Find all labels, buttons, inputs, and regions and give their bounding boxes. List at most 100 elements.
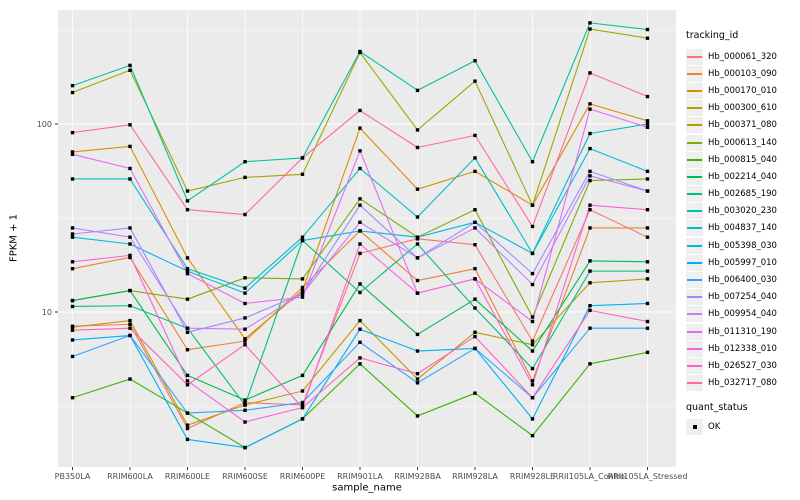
data-point	[358, 327, 362, 331]
data-point	[588, 27, 592, 31]
data-point	[588, 131, 592, 136]
data-point	[645, 125, 650, 130]
data-point	[588, 304, 592, 308]
data-point	[185, 189, 190, 193]
data-point	[128, 322, 132, 327]
data-point	[358, 203, 362, 207]
data-point	[473, 226, 477, 230]
data-point	[530, 251, 535, 256]
legend-key-swatch	[686, 82, 703, 99]
data-point	[300, 288, 305, 293]
data-point	[243, 212, 247, 217]
data-point	[70, 152, 75, 156]
data-point	[473, 133, 477, 138]
square-marker-icon	[692, 425, 697, 430]
legend-item-Hb_026527_030: Hb_026527_030	[686, 357, 798, 374]
data-point	[645, 269, 650, 273]
data-point	[70, 226, 75, 230]
legend-key-swatch	[686, 289, 703, 306]
x-tick-label: RRIM928LA	[452, 472, 498, 481]
data-point	[128, 288, 132, 293]
data-point	[358, 126, 362, 130]
data-point	[588, 174, 592, 178]
data-point	[243, 175, 247, 180]
data-point	[645, 350, 650, 355]
data-point	[70, 266, 75, 271]
legend-item-Hb_011310_190: Hb_011310_190	[686, 323, 798, 340]
data-point	[530, 366, 535, 371]
data-point	[415, 291, 420, 295]
legend-item-quant-status: OK	[686, 419, 798, 436]
legend-line-icon	[687, 261, 702, 264]
data-point	[358, 251, 362, 256]
data-point	[588, 71, 592, 75]
legend-item-Hb_000103_090: Hb_000103_090	[686, 65, 798, 82]
data-point	[185, 348, 190, 352]
data-point	[128, 253, 132, 258]
legend-item-label: Hb_004837_140	[708, 223, 777, 234]
data-point	[473, 208, 477, 212]
data-point	[588, 203, 592, 207]
legend: tracking_id Hb_000061_320 Hb_000103_090 Hb…	[686, 30, 798, 436]
data-point	[645, 208, 650, 212]
legend-item-label: Hb_032717_080	[708, 378, 777, 389]
data-point	[415, 235, 420, 239]
data-point	[473, 334, 477, 339]
legend-line-icon	[687, 313, 702, 316]
legend-line-icon	[687, 364, 702, 367]
data-point	[70, 354, 75, 359]
x-tick-label: RRII105LA_Stressed	[608, 472, 688, 481]
data-point	[70, 298, 75, 303]
data-point	[128, 255, 132, 260]
legend-key-swatch	[686, 100, 703, 117]
data-point	[185, 269, 190, 273]
data-point	[185, 256, 190, 260]
data-point	[588, 102, 592, 106]
x-tick-label: RRII105LA_Control	[553, 472, 627, 481]
legend-line-icon	[687, 279, 702, 282]
legend-item-label: Hb_000613_140	[708, 137, 777, 148]
data-point	[530, 349, 535, 353]
data-point	[128, 318, 132, 323]
x-tick-label: RRIM928BA	[394, 472, 441, 481]
legend-line-icon	[687, 175, 702, 178]
data-point	[70, 328, 75, 332]
data-point	[300, 292, 305, 296]
legend-line-icon	[687, 72, 702, 75]
data-point	[530, 315, 535, 319]
data-point	[415, 278, 420, 283]
data-point	[243, 420, 247, 424]
legend-item-label: Hb_002685_190	[708, 189, 777, 200]
data-point	[300, 285, 305, 290]
data-point	[645, 119, 650, 123]
data-point	[358, 340, 362, 344]
legend-key-swatch	[686, 254, 703, 271]
data-point	[645, 189, 650, 193]
data-point	[645, 277, 650, 281]
data-point	[70, 396, 75, 400]
data-point	[185, 271, 190, 276]
data-point	[358, 108, 362, 113]
data-point	[415, 371, 420, 376]
legend-key-swatch	[686, 48, 703, 65]
data-point	[415, 381, 420, 385]
legend-item-Hb_003020_230: Hb_003020_230	[686, 203, 798, 220]
legend-item-label: Hb_000103_090	[708, 68, 777, 79]
data-point	[128, 63, 132, 68]
data-point	[530, 271, 535, 276]
data-point	[243, 316, 247, 320]
data-point	[588, 107, 592, 111]
x-tick-label: PB350LA	[55, 472, 91, 481]
legend-item-label: Hb_026527_030	[708, 360, 777, 371]
legend-item-Hb_005398_030: Hb_005398_030	[686, 237, 798, 254]
data-point	[473, 297, 477, 301]
data-point	[473, 266, 477, 271]
data-point	[473, 346, 477, 351]
data-point	[588, 21, 592, 25]
legend-item-label: Hb_002214_040	[708, 171, 777, 182]
data-point	[415, 332, 420, 337]
legend-key-swatch	[686, 237, 703, 254]
legend-item-Hb_000815_040: Hb_000815_040	[686, 151, 798, 168]
legend-item-label: Hb_000300_610	[708, 103, 777, 114]
data-point	[645, 94, 650, 99]
